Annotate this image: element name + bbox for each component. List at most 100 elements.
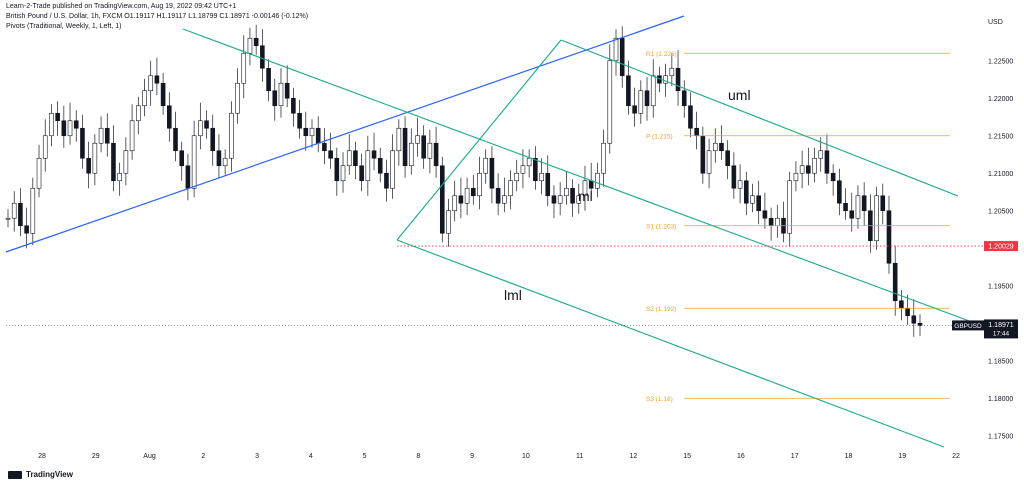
candle-body (291, 97, 296, 114)
date-tick-label: 5 (363, 453, 367, 460)
candle-body (353, 150, 358, 167)
candle-body (86, 157, 91, 174)
candle-body (36, 157, 42, 189)
candle-body (241, 52, 247, 84)
date-tick-label: 16 (737, 453, 745, 460)
candle-body (464, 187, 470, 204)
candle-body (260, 45, 265, 69)
candle-body (768, 217, 774, 227)
date-tick-label: 18 (845, 453, 853, 460)
candle-body (595, 172, 600, 189)
candle-body (886, 210, 892, 264)
pivot-lines-layer: R1 (1.226) P (1.215) S1 (1.203) S2 (1.192) S… (646, 51, 950, 403)
candle-body (545, 172, 551, 197)
candle-body (818, 150, 824, 159)
candle-body (346, 150, 352, 167)
candle-body (849, 210, 855, 219)
tradingview-brand[interactable]: TradingView (8, 470, 73, 479)
price-tick-label: 1.22000 (988, 96, 1013, 103)
candle-body (905, 307, 910, 317)
candle-body (787, 180, 793, 234)
candle-body (619, 37, 625, 77)
candle-body (508, 180, 513, 197)
candle-body (30, 187, 36, 234)
candle-body (61, 120, 67, 137)
candle-body (533, 157, 538, 182)
candle-body (427, 142, 433, 159)
symbol-tag-label: GBPUSD (954, 323, 982, 330)
brand-name: TradingView (26, 470, 73, 479)
candle-body (11, 202, 17, 219)
candle-body (377, 157, 383, 174)
tradingview-logo-icon (8, 470, 22, 479)
candle-body (471, 187, 476, 197)
candle-body (216, 150, 222, 167)
candle-body (117, 172, 122, 182)
price-tick-label: 1.19500 (988, 283, 1013, 290)
price-tick-label: 1.18000 (988, 396, 1013, 403)
candle-body (458, 195, 464, 204)
price-tick-label: 1.21500 (988, 133, 1013, 140)
date-tick-label: 19 (898, 453, 906, 460)
date-tick-label: 4 (309, 453, 313, 460)
candle-body (160, 82, 166, 107)
candle-body (899, 300, 904, 309)
candle-body (5, 217, 11, 220)
candle-body (309, 127, 315, 137)
candle-body (663, 75, 668, 84)
channel-label-upper: uml (728, 87, 751, 103)
date-tick-label: 9 (470, 453, 474, 460)
candle-body (514, 172, 520, 182)
candle-body (564, 187, 569, 197)
drawing-lines-layer: uml ml lml (5, 15, 984, 448)
candle-body (402, 127, 408, 167)
candle-body (520, 165, 526, 174)
candle-body (67, 120, 73, 137)
time-axis: 28 29 Aug 2 3 4 5 8 9 10 11 12 15 16 17 18 19 22 (38, 453, 960, 460)
candle-body (750, 195, 755, 204)
date-tick-label: 11 (576, 453, 583, 460)
candle-body (719, 142, 724, 152)
channel-label-median: ml (578, 188, 593, 204)
candle-body (154, 75, 160, 84)
candle-body (433, 142, 439, 167)
date-tick-label: 29 (92, 453, 100, 460)
candle-body (613, 37, 619, 62)
candle-body (272, 90, 278, 107)
candle-body (315, 127, 321, 144)
date-tick-label: 10 (522, 453, 530, 460)
countdown-value: 17:44 (993, 330, 1010, 337)
candle-body (222, 157, 228, 167)
candle-body (390, 150, 395, 189)
candle-body (502, 195, 507, 204)
candle-body (446, 210, 451, 234)
candle-body (551, 195, 557, 204)
candle-body (322, 142, 327, 152)
date-tick-label: 15 (683, 453, 691, 460)
rising-trendline (5, 15, 685, 253)
candle-body (489, 157, 495, 189)
candle-body (297, 112, 302, 129)
candle-body (142, 90, 147, 107)
candle-body (384, 172, 389, 189)
pivot-label: S3 (1.18) (646, 396, 673, 403)
candle-body (148, 75, 153, 92)
pivot-label: S1 (1.203) (646, 223, 676, 230)
candle-body (843, 202, 848, 212)
candle-body (911, 315, 917, 324)
candle-body (669, 67, 675, 77)
candle-body (49, 112, 54, 137)
candle-body (396, 127, 402, 152)
channel-label-lower: lml (504, 287, 522, 303)
candle-body (415, 135, 420, 144)
candle-body (861, 195, 867, 212)
date-tick-label: 8 (416, 453, 420, 460)
candle-body (365, 150, 371, 182)
candle-body (607, 60, 613, 144)
candle-body (452, 195, 457, 212)
candle-body (173, 127, 178, 152)
candle-body (706, 150, 712, 174)
candle-body (650, 75, 656, 107)
